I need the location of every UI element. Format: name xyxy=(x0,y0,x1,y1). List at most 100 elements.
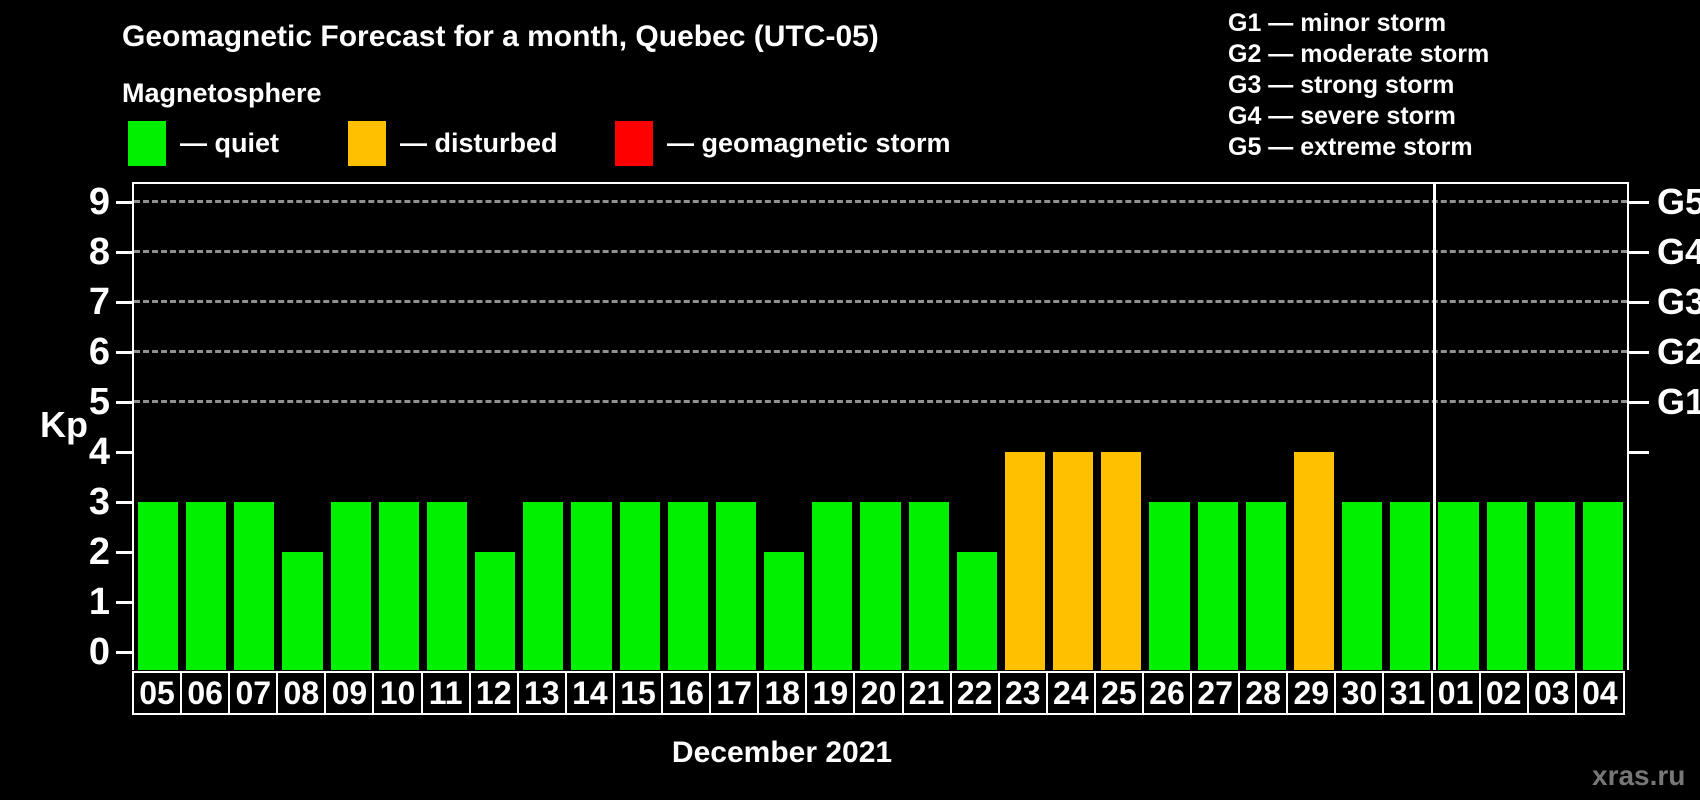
day-tick-label-01: 01 xyxy=(1430,671,1481,715)
kp-bar-day-17 xyxy=(715,502,757,670)
day-tick-label-15: 15 xyxy=(612,671,664,715)
right-tick-6 xyxy=(1627,351,1649,354)
y-tick-2 xyxy=(116,551,134,554)
kp-bar-day-06 xyxy=(186,502,227,670)
right-tick-9 xyxy=(1627,201,1649,204)
day-tick-label-20: 20 xyxy=(853,671,904,715)
y-tick-label-7: 7 xyxy=(88,281,110,323)
month-label: December 2021 xyxy=(671,736,893,769)
right-tick-5 xyxy=(1627,401,1649,404)
day-tick-label-13: 13 xyxy=(516,671,567,715)
right-tick-8 xyxy=(1627,251,1649,254)
kp-bar-day-02 xyxy=(1486,502,1527,670)
disturbed-swatch-icon xyxy=(348,121,386,166)
y-tick-3 xyxy=(116,501,134,504)
day-tick-label-27: 27 xyxy=(1190,671,1241,715)
g5-legend-line: G5 — extreme storm xyxy=(1228,133,1473,161)
g-level-label-g2: G2 xyxy=(1657,331,1700,372)
gridline-kp8 xyxy=(134,250,1627,253)
right-tick-7 xyxy=(1627,301,1649,304)
y-tick-6 xyxy=(116,351,134,354)
gridline-kp5 xyxy=(134,400,1627,403)
kp-bar-day-10 xyxy=(378,502,419,670)
day-tick-label-09: 09 xyxy=(324,671,375,715)
day-tick-label-14: 14 xyxy=(564,671,615,715)
y-tick-8 xyxy=(116,251,134,254)
day-tick-label-25: 25 xyxy=(1093,671,1144,715)
day-tick-label-17: 17 xyxy=(709,671,760,715)
kp-bar-day-27 xyxy=(1197,502,1238,670)
kp-bar-day-31 xyxy=(1390,502,1431,670)
gridline-kp9 xyxy=(134,200,1627,203)
g-level-label-g5: G5 xyxy=(1657,181,1700,222)
y-tick-label-6: 6 xyxy=(88,331,110,373)
kp-bar-day-03 xyxy=(1534,502,1575,670)
kp-bar-day-19 xyxy=(812,502,853,670)
y-tick-label-9: 9 xyxy=(88,181,110,223)
kp-bar-day-11 xyxy=(426,502,468,670)
day-tick-label-12: 12 xyxy=(468,671,519,715)
g-level-label-g1: G1 xyxy=(1657,381,1700,422)
kp-bar-day-15 xyxy=(619,502,660,670)
day-tick-label-03: 03 xyxy=(1526,671,1577,715)
day-tick-label-28: 28 xyxy=(1238,671,1289,715)
kp-bar-day-28 xyxy=(1245,502,1286,670)
g-level-label-g4: G4 xyxy=(1657,231,1700,272)
gridline-kp7 xyxy=(134,300,1627,303)
kp-bar-day-18 xyxy=(764,552,805,670)
y-tick-label-4: 4 xyxy=(88,431,110,473)
kp-bar-day-08 xyxy=(282,552,323,670)
g-level-label-g3: G3 xyxy=(1657,281,1700,322)
y-tick-label-1: 1 xyxy=(88,581,110,623)
day-tick-label-10: 10 xyxy=(372,671,423,715)
day-tick-label-16: 16 xyxy=(661,671,712,715)
y-tick-5 xyxy=(116,401,134,404)
y-tick-label-8: 8 xyxy=(88,231,110,273)
quiet-swatch-icon xyxy=(128,121,166,166)
x-axis-day-labels: 05 06 07 08 09 10 11 12 13 14 15 16 17 18 19 20 21 22 23 24… xyxy=(132,671,1625,715)
day-tick-label-29: 29 xyxy=(1286,671,1337,715)
g-scale-legend: G1 — minor storm G2 — moderate storm G3 … xyxy=(1228,8,1489,163)
day-tick-label-11: 11 xyxy=(420,671,471,715)
kp-bar-day-13 xyxy=(523,502,564,670)
y-axis-title-kp: Kp xyxy=(40,404,88,445)
y-tick-7 xyxy=(116,301,134,304)
magnetosphere-subtitle: Magnetosphere xyxy=(122,78,322,108)
day-tick-label-07: 07 xyxy=(228,671,279,715)
watermark: xras.ru xyxy=(1592,760,1686,791)
y-tick-9 xyxy=(116,201,134,204)
kp-bar-day-30 xyxy=(1342,502,1383,670)
day-tick-label-31: 31 xyxy=(1382,671,1433,715)
month-separator xyxy=(1432,184,1436,670)
kp-bar-day-23 xyxy=(1004,452,1046,670)
y-tick-label-5: 5 xyxy=(88,381,110,423)
day-tick-label-23: 23 xyxy=(997,671,1048,715)
page-title: Geomagnetic Forecast for a month, Quebec… xyxy=(122,20,879,53)
day-tick-label-22: 22 xyxy=(949,671,1000,715)
kp-bar-day-14 xyxy=(571,502,612,670)
kp-bar-day-26 xyxy=(1149,502,1190,670)
kp-bar-day-24 xyxy=(1053,452,1094,670)
day-tick-label-08: 08 xyxy=(276,671,327,715)
y-tick-label-0: 0 xyxy=(88,631,110,673)
y-tick-label-3: 3 xyxy=(88,481,110,523)
day-tick-label-06: 06 xyxy=(180,671,231,715)
legend-label-quiet: — quiet xyxy=(180,128,279,158)
legend-item-disturbed: — disturbed xyxy=(348,121,558,166)
day-tick-label-02: 02 xyxy=(1478,671,1529,715)
kp-bar-day-16 xyxy=(667,502,708,670)
legend-item-storm: — geomagnetic storm xyxy=(615,121,951,166)
kp-bar-day-22 xyxy=(956,552,997,670)
g4-legend-line: G4 — severe storm xyxy=(1228,102,1456,130)
day-tick-label-26: 26 xyxy=(1141,671,1193,715)
kp-bar-day-12 xyxy=(475,552,516,670)
kp-bar-day-21 xyxy=(908,502,949,670)
legend-item-quiet: — quiet xyxy=(128,121,279,166)
day-tick-label-21: 21 xyxy=(901,671,952,715)
day-tick-label-18: 18 xyxy=(757,671,808,715)
kp-bar-day-07 xyxy=(234,502,275,670)
kp-bar-day-09 xyxy=(330,502,371,670)
legend-label-storm: — geomagnetic storm xyxy=(667,128,951,158)
legend-label-disturbed: — disturbed xyxy=(400,128,558,158)
